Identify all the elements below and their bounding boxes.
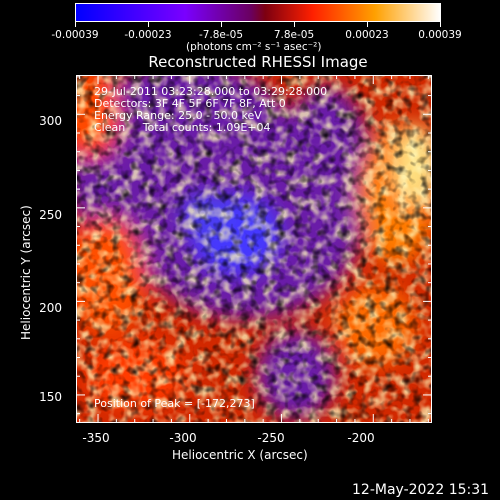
chart-title: Reconstructed RHESSI Image bbox=[148, 53, 368, 71]
observation-time: 29-Jul-2011 03:23:28.000 to 03:29:28.000 bbox=[94, 85, 328, 98]
colorbar-tick-label: 7.8e-05 bbox=[273, 29, 315, 41]
energy-range: Energy Range: 25.0 - 50.0 keV bbox=[94, 109, 262, 122]
clean-total-counts: Clean Total counts: 1.09E+04 bbox=[94, 121, 271, 134]
x-tick-label: -350 bbox=[82, 431, 110, 445]
x-tick-label: -200 bbox=[347, 431, 375, 445]
y-axis-label: Heliocentric Y (arcsec) bbox=[19, 205, 33, 340]
render-date: 12-May-2022 15:31 bbox=[352, 482, 490, 498]
colorbar bbox=[75, 3, 441, 22]
x-tick-label: -300 bbox=[169, 431, 197, 445]
detectors-info: Detectors: 3F 4F 5F 6F 7F 8F, Att 0 bbox=[94, 97, 286, 110]
colorbar-tick-label: -7.8e-05 bbox=[198, 29, 244, 41]
y-tick-label: 200 bbox=[39, 301, 62, 315]
colorbar-ticks bbox=[75, 21, 441, 27]
y-tick-label: 300 bbox=[39, 114, 62, 128]
y-tick-label: 250 bbox=[39, 208, 62, 222]
heatmap-plot bbox=[76, 75, 432, 423]
colorbar-tick-label: -0.00039 bbox=[51, 29, 99, 41]
peak-position: Position of Peak = [-172,273] bbox=[94, 397, 255, 410]
colorbar-units: (photons cm⁻² s⁻¹ asec⁻²) bbox=[186, 41, 322, 53]
x-tick-label: -250 bbox=[257, 431, 285, 445]
y-tick-label: 150 bbox=[39, 390, 62, 404]
colorbar-tick-label: 0.00023 bbox=[345, 29, 389, 41]
colorbar-tick-label: -0.00023 bbox=[124, 29, 172, 41]
colorbar-tick-label: 0.00039 bbox=[418, 29, 462, 41]
x-axis-label: Heliocentric X (arcsec) bbox=[172, 448, 308, 462]
